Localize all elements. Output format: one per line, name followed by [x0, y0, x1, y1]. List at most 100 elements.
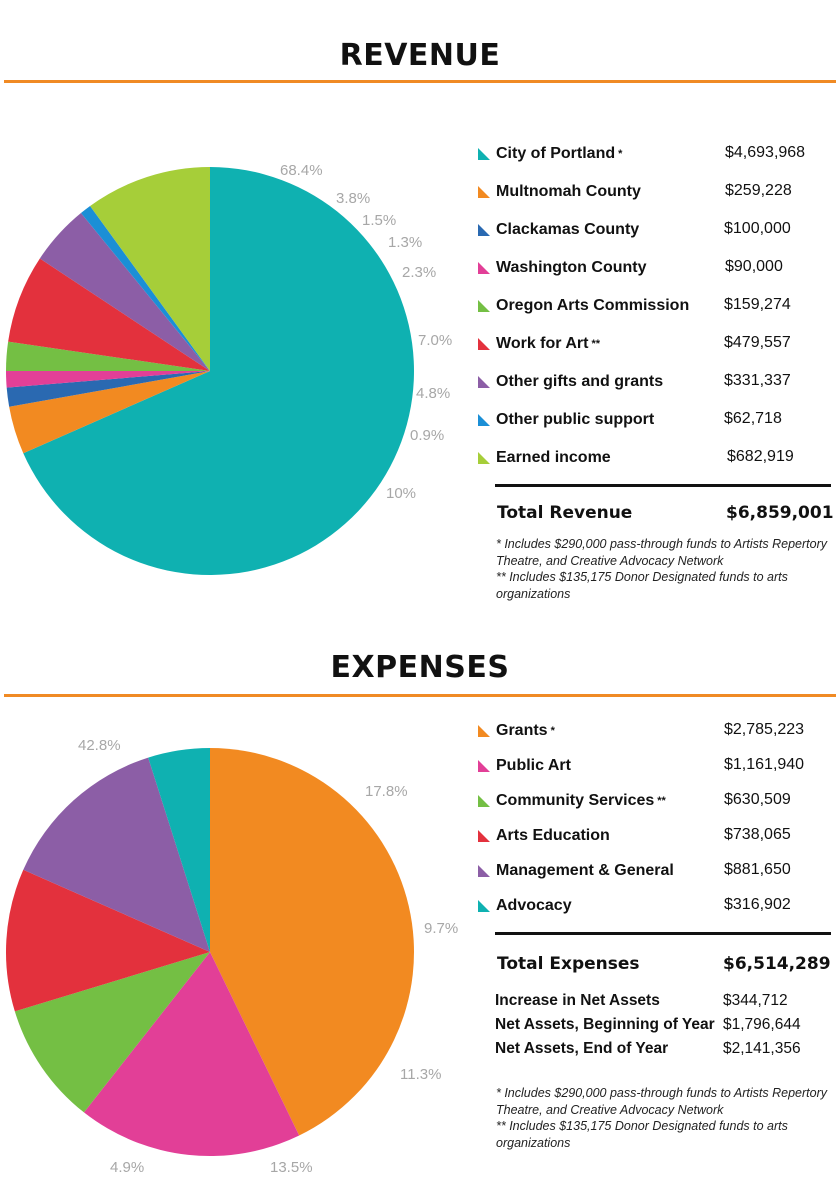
revenue-title: REVENUE: [339, 38, 501, 73]
expenses-notes: * Includes $290,000 pass-through funds t…: [496, 1085, 832, 1151]
revenue-slice-city-of-portland: [23, 167, 415, 575]
expenses-total-rule: [495, 932, 831, 935]
revenue-note-1: * Includes $290,000 pass-through funds t…: [496, 537, 827, 568]
revenue-note-2: ** Includes $135,175 Donor Designated fu…: [496, 570, 788, 601]
expenses-slice-grants: [210, 748, 415, 1136]
expenses-value-label-arts-education: 11.3%: [400, 1066, 441, 1083]
expenses-amount-community-services: $630,509: [724, 791, 791, 808]
legend-swatch-icon: [478, 725, 490, 737]
net-increase-value: $344,712: [723, 992, 788, 1009]
expenses-legend-item-public-art: Public Art: [478, 753, 571, 779]
revenue-legend-label: Clackamas County: [496, 221, 640, 238]
legend-swatch-icon: [478, 224, 490, 236]
revenue-value-label-multnomah-county: 3.8%: [336, 190, 370, 207]
expenses-pie-chart: 42.8% 17.8% 9.7% 11.3% 13.5% 4.9%: [6, 737, 458, 1176]
expenses-slice-community-services: [14, 952, 210, 1113]
revenue-value-label-clackamas-county: 1.5%: [362, 212, 396, 229]
revenue-value-label-washington-county: 1.3%: [388, 234, 422, 251]
legend-swatch-icon: [478, 300, 490, 312]
expenses-legend-label: Grants: [496, 722, 548, 739]
expenses-title: EXPENSES: [330, 650, 510, 685]
expenses-total-label: Total Expenses: [497, 954, 640, 974]
legend-swatch-icon: [478, 186, 490, 198]
net-increase-label: Increase in Net Assets: [495, 992, 660, 1009]
revenue-amount-other-gifts-and-grants: $331,337: [724, 372, 791, 389]
expenses-value-label-community-services: 9.7%: [424, 920, 458, 937]
legend-swatch-icon: [478, 414, 490, 426]
revenue-legend-label: Other gifts and grants: [496, 373, 664, 390]
revenue-total-rule: [495, 484, 831, 487]
revenue-legend-label: Earned income: [496, 449, 611, 466]
revenue-legend-label: City of Portland: [496, 145, 616, 162]
revenue-amount-clackamas-county: $100,000: [724, 220, 791, 237]
revenue-slice-other-public-support: [80, 205, 211, 371]
revenue-legend-item-clackamas-county: Clackamas County: [478, 217, 639, 243]
revenue-legend-item-multnomah-county: Multnomah County: [478, 179, 641, 205]
expenses-legend-label: Public Art: [496, 757, 571, 774]
revenue-legend-footnote-marker: **: [591, 338, 601, 350]
revenue-rule: [4, 80, 836, 83]
expenses-legend-item-community-services: Community Services **: [478, 788, 666, 814]
expenses-note-1: * Includes $290,000 pass-through funds t…: [496, 1086, 827, 1117]
expenses-legend-label: Community Services: [496, 792, 655, 809]
revenue-legend-label: Other public support: [496, 411, 655, 428]
expenses-value-label-advocacy: 4.9%: [110, 1159, 144, 1176]
revenue-slice-earned-income: [90, 167, 210, 371]
expenses-value-label-public-art: 17.8%: [365, 783, 408, 800]
expenses-legend-label: Arts Education: [496, 827, 610, 844]
legend-swatch-icon: [478, 795, 490, 807]
expenses-legend-item-management-and-general: Management & General: [478, 858, 674, 884]
expenses-legend-label: Advocacy: [496, 897, 572, 914]
net-beginning-label: Net Assets, Beginning of Year: [495, 1016, 715, 1033]
revenue-pie-chart: 68.4% 3.8% 1.5% 1.3% 2.3% 7.0% 4.8% 0.9% 10%: [6, 162, 452, 575]
revenue-slice-other-gifts-and-grants: [39, 213, 210, 371]
revenue-legend-label: Oregon Arts Commission: [496, 297, 690, 314]
revenue-slice-multnomah-county: [9, 371, 211, 454]
revenue-slice-washington-county: [6, 371, 210, 388]
revenue-amount-washington-county: $90,000: [725, 258, 783, 275]
revenue-legend-item-city-of-portland: City of Portland *: [478, 141, 622, 167]
expenses-amount-public-art: $1,161,940: [724, 756, 805, 773]
revenue-legend-label: Multnomah County: [496, 183, 641, 200]
revenue-legend-item-oregon-arts-commission: Oregon Arts Commission: [478, 293, 689, 319]
expenses-amount-advocacy: $316,902: [724, 896, 791, 913]
net-beginning-value: $1,796,644: [723, 1016, 801, 1033]
expenses-slice-management-and-general: [23, 757, 210, 952]
expenses-legend-label: Management & General: [496, 862, 674, 879]
legend-swatch-icon: [478, 900, 490, 912]
net-end-value: $2,141,356: [723, 1040, 801, 1057]
expenses-value-label-management-and-general: 13.5%: [270, 1159, 313, 1176]
legend-swatch-icon: [478, 148, 490, 160]
expenses-slice-arts-education: [6, 869, 211, 1012]
revenue-slice-work-for-art: [8, 258, 210, 371]
revenue-notes: * Includes $290,000 pass-through funds t…: [496, 536, 832, 602]
revenue-value-label-city-of-portland: 68.4%: [280, 162, 323, 179]
expenses-value-label-grants: 42.8%: [78, 737, 121, 754]
revenue-value-label-other-gifts-and-grants: 4.8%: [416, 385, 450, 402]
revenue-legend-footnote-marker: *: [618, 148, 623, 160]
expenses-rule: [4, 694, 836, 697]
legend-swatch-icon: [478, 760, 490, 772]
revenue-amount-multnomah-county: $259,228: [725, 182, 792, 199]
expenses-legend-item-arts-education: Arts Education: [478, 823, 610, 849]
revenue-amount-city-of-portland: $4,693,968: [725, 144, 806, 161]
revenue-legend-item-other-gifts-and-grants: Other gifts and grants: [478, 369, 663, 395]
legend-swatch-icon: [478, 338, 490, 350]
expenses-amount-management-and-general: $881,650: [724, 861, 791, 878]
revenue-value-label-other-public-support: 0.9%: [410, 427, 444, 444]
expenses-note-2: ** Includes $135,175 Donor Designated fu…: [496, 1119, 788, 1150]
revenue-amount-oregon-arts-commission: $159,274: [724, 296, 791, 313]
revenue-legend-label: Washington County: [496, 259, 647, 276]
legend-swatch-icon: [478, 830, 490, 842]
expenses-legend-footnote-marker: **: [657, 795, 666, 807]
legend-swatch-icon: [478, 452, 490, 464]
revenue-legend-label: Work for Art: [496, 335, 589, 352]
expenses-total-value: $6,514,289: [723, 954, 831, 974]
expenses-slice-advocacy: [148, 748, 210, 952]
revenue-value-label-work-for-art: 7.0%: [418, 332, 452, 349]
revenue-legend-item-earned-income: Earned income: [478, 445, 611, 471]
revenue-value-label-earned-income: 10%: [386, 485, 416, 502]
revenue-amount-work-for-art: $479,557: [724, 334, 791, 351]
revenue-amount-other-public-support: $62,718: [724, 410, 782, 427]
legend-swatch-icon: [478, 262, 490, 274]
